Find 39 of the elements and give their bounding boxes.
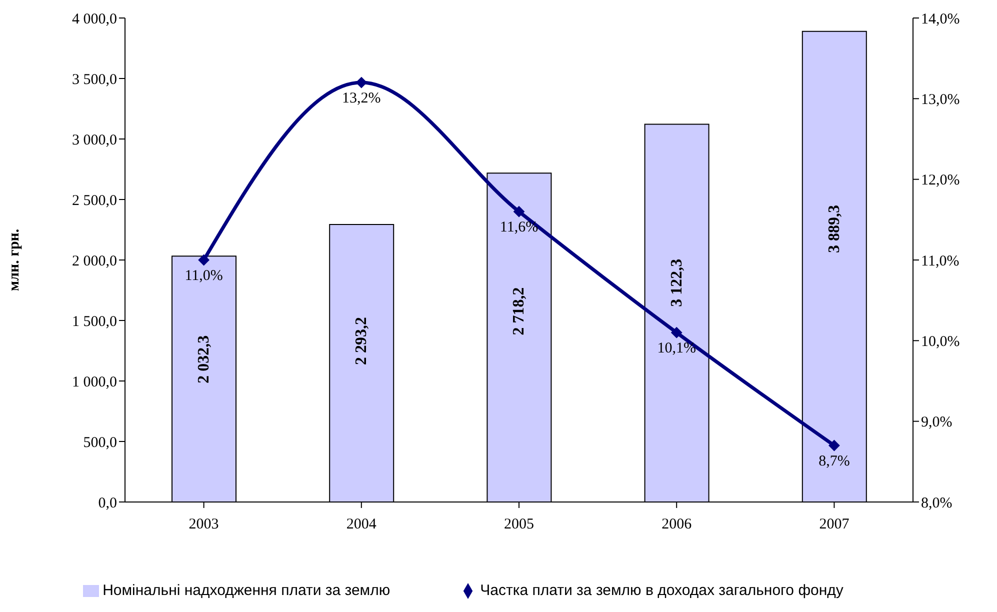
point xyxy=(356,77,367,88)
y-tick-label: 4 000,0 xyxy=(72,11,117,28)
y2-tick-label: 12,0% xyxy=(921,172,960,189)
data-label: 10,1% xyxy=(657,340,696,357)
y2-tick-label: 8,0% xyxy=(921,495,952,512)
y-tick-label: 1 500,0 xyxy=(72,314,117,330)
x-tick-label: 2004 xyxy=(346,516,377,533)
data-label: 8,7% xyxy=(818,454,850,470)
data-label: 13,2% xyxy=(342,90,381,107)
data-label: 2 293,2 xyxy=(353,317,370,366)
point xyxy=(198,254,210,266)
legend-label: Номінальні надходження плати за землю xyxy=(102,582,390,599)
data-label: 3 122,3 xyxy=(668,258,686,307)
y-tick-label: 2 500,0 xyxy=(72,192,117,209)
point xyxy=(828,440,840,452)
y2-tick-label: 10,0% xyxy=(921,334,960,350)
point xyxy=(514,206,524,218)
y-tick-label: 0,0 xyxy=(98,495,117,512)
data-label: 3 889,3 xyxy=(826,205,843,254)
y2-tick-label: 11,0% xyxy=(921,253,960,270)
data-label: 11,0% xyxy=(184,268,223,284)
y2-tick-label: 9,0% xyxy=(921,414,952,431)
data-label: 2 032,3 xyxy=(196,335,212,384)
x-tick-label: 2003 xyxy=(188,516,219,533)
legend-label: Частка плати за землю в доходах загального фонду xyxy=(480,582,844,599)
y-tick-label: 1 000,0 xyxy=(72,374,117,390)
data-label: 2 718,2 xyxy=(510,287,528,336)
y-axis-title: млн. грн. xyxy=(6,228,22,292)
y-tick-label: 3 500,0 xyxy=(72,72,117,88)
x-tick-label: 2007 xyxy=(819,516,850,533)
y2-tick-label: 14,0% xyxy=(921,11,960,28)
x-tick-label: 2005 xyxy=(504,516,534,533)
data-label: 11,6% xyxy=(500,220,538,236)
y-tick-label: 2 000,0 xyxy=(72,253,117,270)
y-tick-label: 500,0 xyxy=(83,434,117,451)
point xyxy=(671,327,682,338)
y2-tick-label: 13,0% xyxy=(921,92,960,108)
x-tick-label: 2006 xyxy=(662,516,692,533)
y-tick-label: 3 000,0 xyxy=(72,132,117,148)
